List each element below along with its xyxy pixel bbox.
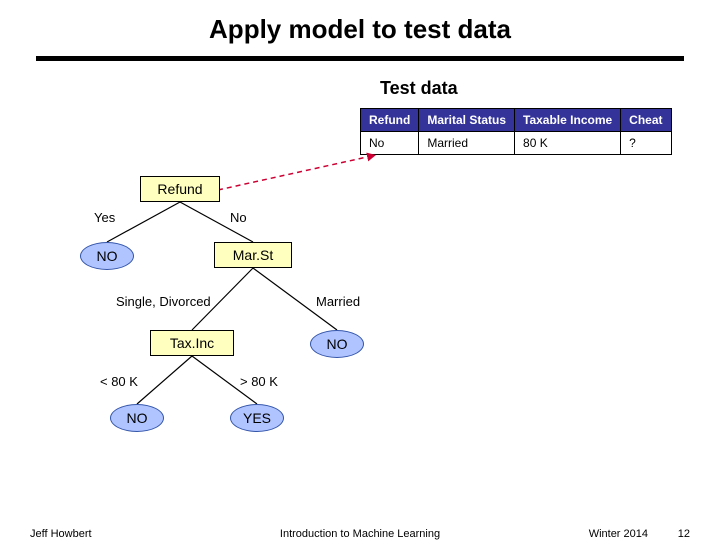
tree-node-no_marr: NO <box>310 330 364 358</box>
tree-node-no1: NO <box>80 242 134 270</box>
tree-node-refund: Refund <box>140 176 220 202</box>
test-data-table: RefundMarital StatusTaxable IncomeCheat … <box>360 108 672 155</box>
title-rule <box>36 56 684 61</box>
table-header-cell: Marital Status <box>419 109 515 132</box>
table-cell: Married <box>419 132 515 155</box>
tree-node-marst: Mar.St <box>214 242 292 268</box>
table-cell: 80 K <box>515 132 621 155</box>
table-header-cell: Taxable Income <box>515 109 621 132</box>
table-cell: ? <box>621 132 671 155</box>
edge-label: Single, Divorced <box>116 294 211 309</box>
edge-label: Yes <box>94 210 115 225</box>
footer-term: Winter 2014 <box>589 528 648 540</box>
table-header-cell: Refund <box>361 109 419 132</box>
edge-label: > 80 K <box>240 374 278 389</box>
table-header-cell: Cheat <box>621 109 671 132</box>
table-row: NoMarried80 K? <box>361 132 672 155</box>
footer-page-number: 12 <box>678 528 690 540</box>
edge-label: No <box>230 210 247 225</box>
table-cell: No <box>361 132 419 155</box>
tree-node-no_low: NO <box>110 404 164 432</box>
tree-edges-svg <box>0 0 720 540</box>
tree-node-yes_high: YES <box>230 404 284 432</box>
slide-title: Apply model to test data <box>0 14 720 45</box>
test-data-label: Test data <box>380 78 458 99</box>
edge-label: Married <box>316 294 360 309</box>
edge-label: < 80 K <box>100 374 138 389</box>
tree-node-taxinc: Tax.Inc <box>150 330 234 356</box>
